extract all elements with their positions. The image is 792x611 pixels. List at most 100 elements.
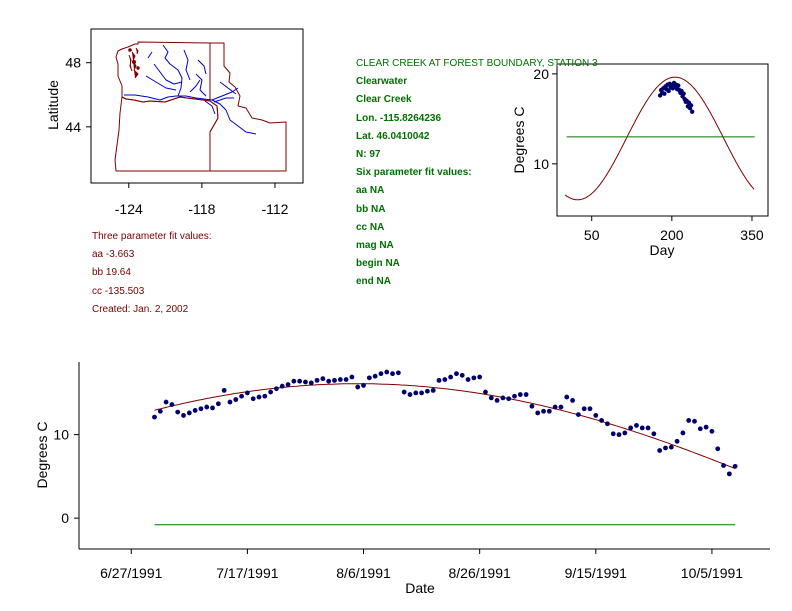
timeseries-point [454,371,459,377]
timeseries-point [233,397,239,402]
seasonal-y-axis-label: Degrees C [511,107,527,174]
three-param-aa: aa -3.663 [92,249,135,261]
timeseries-point [651,431,657,437]
timeseries-point [378,371,384,377]
timeseries-point [552,404,558,410]
seasonal-x-tick-label: 200 [660,227,684,243]
timeseries-point [483,389,488,395]
timeseries-point [175,409,181,415]
six-param-begin: begin NA [356,258,400,270]
timeseries-point [297,378,303,384]
timeseries-point [570,398,575,403]
timeseries-point [361,382,366,388]
six-param-mag: mag NA [356,239,394,251]
timeseries-point [407,392,413,397]
timeseries-point [227,399,233,405]
timeseries-y-tick-label: 0 [61,510,69,526]
timeseries-point [332,377,337,383]
timeseries-point [355,384,361,390]
timeseries-fit [154,383,736,470]
map-y-tick-label: 48 [65,55,81,71]
timeseries-point [314,377,320,383]
timeseries-points [152,369,738,477]
timeseries-point [674,438,680,444]
map-x-tick-label: -124 [115,201,143,217]
six-param-aa: aa NA [356,185,385,197]
timeseries-point [169,402,175,407]
timeseries-point [663,445,668,451]
map-x-tick-label: -118 [188,201,215,217]
timeseries-point [372,373,378,379]
timeseries-point [546,408,552,414]
timeseries-point [210,405,215,411]
timeseries-point [425,388,430,394]
timeseries-y-axis-label: Degrees C [34,422,50,489]
timeseries-x-tick-label: 7/17/1991 [216,565,278,581]
timeseries-point [599,418,605,423]
timeseries-point [477,374,483,380]
timeseries-point [349,374,355,380]
timeseries-point [593,413,599,418]
timeseries-x-tick-label: 9/15/1991 [565,565,627,581]
seasonal-points [657,80,695,114]
map-y-axis-label: Latitude [45,80,61,130]
created-date: Created: Jan. 2, 2002 [92,303,189,315]
station-longitude: Lon. -115.8264236 [356,112,442,124]
timeseries-point [512,393,517,399]
timeseries-point [622,430,628,436]
seasonal-y-tick-label: 20 [533,66,549,82]
seasonal-chart: 50 200 350 10 20 Day Degrees C [511,63,769,258]
six-param-cc: cc NA [356,221,385,233]
timeseries-x-tick-label: 10/5/1991 [681,565,743,581]
timeseries-x-axis-label: Date [405,580,435,596]
map-axes: Latitude -124 -118 -112 48 44 [45,55,289,217]
seasonal-y-tick-label: 10 [533,156,549,172]
three-param-bb: bb 19.64 [92,267,131,279]
seasonal-point [676,83,681,88]
timeseries-point [500,395,506,401]
six-param-heading: Six parameter fit values: [356,167,472,179]
timeseries-point [262,393,268,399]
timeseries-point [692,418,697,424]
timeseries-point [274,386,279,392]
timeseries-point [268,389,274,395]
timeseries-point [564,394,570,400]
timeseries-point [697,426,703,432]
seasonal-point [689,109,695,114]
timeseries-point [715,446,721,452]
timeseries-chart: 6/27/1991 7/17/1991 8/6/1991 8/26/1991 9/15/… [34,362,770,596]
timeseries-point [303,379,308,385]
timeseries-point [726,471,732,477]
seasonal-point [688,103,694,108]
seasonal-x-axis-label: Day [650,242,675,258]
timeseries-point [366,375,372,381]
timeseries-point [250,396,256,402]
timeseries-point [157,408,163,414]
timeseries-point [541,408,546,414]
timeseries-point [221,387,227,393]
timeseries-point [709,428,715,434]
timeseries-point [448,374,454,380]
timeseries-point [401,389,407,395]
timeseries-point [488,395,494,401]
timeseries-point [680,430,686,436]
timeseries-x-tick-label: 6/27/1991 [100,565,162,581]
timeseries-point [320,376,326,382]
timeseries-point [279,383,285,389]
river-network [124,44,257,135]
three-param-cc: cc -135.503 [92,285,145,297]
timeseries-point [430,387,436,393]
station-info: CLEAR CREEK AT FOREST BOUNDARY, STATION … [356,55,598,291]
seasonal-fit [564,76,755,201]
timeseries-point [244,390,250,396]
map-y-tick-label: 44 [65,119,81,135]
timeseries-point [395,370,401,376]
timeseries-point [605,421,610,427]
station-count: N: 97 [356,148,381,160]
timeseries-point [465,377,471,382]
timeseries-point [616,432,622,438]
timeseries-point [645,425,651,431]
timeseries-point [523,392,529,397]
timeseries-point [152,414,157,420]
